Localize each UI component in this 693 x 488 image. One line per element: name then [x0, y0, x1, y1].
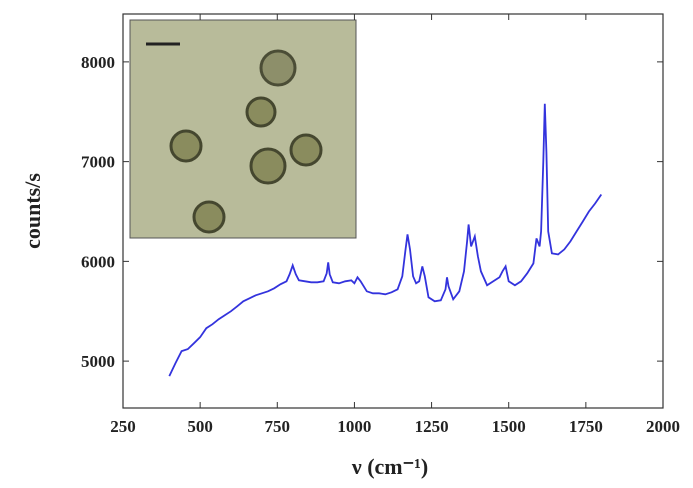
- plot-frame: [122, 13, 664, 409]
- y-axis-title: counts/s: [20, 173, 45, 249]
- x-tick-label: 500: [187, 417, 213, 436]
- y-tick-label: 5000: [81, 352, 115, 371]
- x-tick-label: 1000: [337, 417, 371, 436]
- inset-micrograph: [129, 19, 357, 239]
- x-tick-label: 1500: [492, 417, 526, 436]
- x-tick-label: 1750: [569, 417, 603, 436]
- y-tick-label: 6000: [81, 252, 115, 271]
- x-tick-label: 1250: [415, 417, 449, 436]
- cell: [259, 49, 297, 87]
- cell: [245, 96, 277, 128]
- cell: [169, 129, 203, 163]
- y-tick-label: 8000: [81, 53, 115, 72]
- y-tick-label: 7000: [81, 153, 115, 172]
- spectrum-line: [168, 103, 603, 377]
- x-axis-title: ν (cm⁻¹): [351, 454, 428, 479]
- x-tick-label: 250: [110, 417, 136, 436]
- cell: [289, 133, 323, 167]
- x-tick-label: 750: [265, 417, 291, 436]
- cell: [192, 200, 226, 234]
- inset-image: [129, 19, 357, 239]
- x-tick-label: 2000: [646, 417, 680, 436]
- cell: [249, 147, 287, 185]
